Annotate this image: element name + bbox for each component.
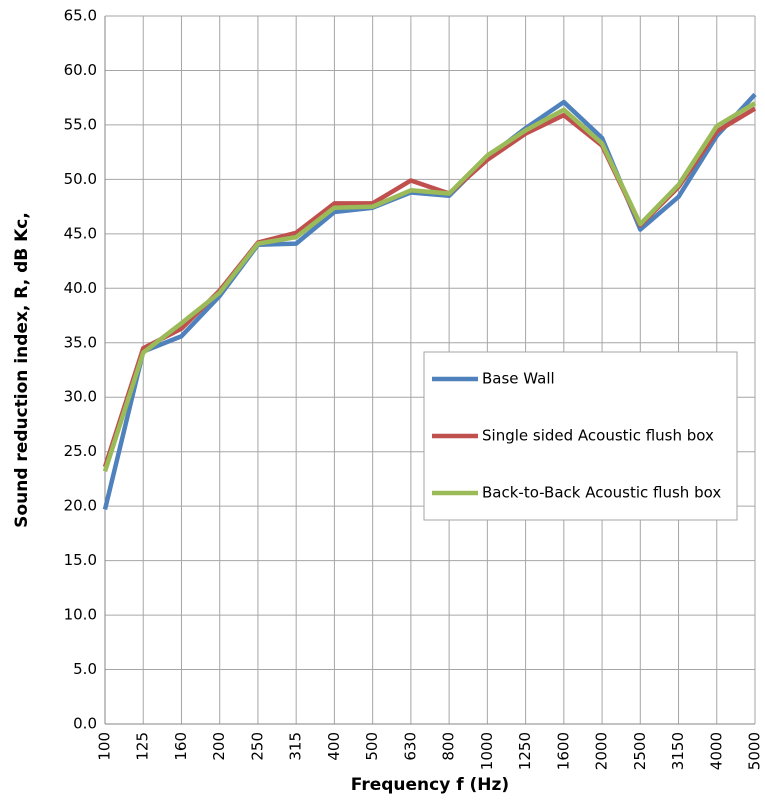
x-tick-label: 5000 [746, 732, 764, 770]
y-tick-label: 0.0 [73, 715, 97, 733]
x-tick-label: 1250 [516, 732, 534, 770]
legend-label: Back-to-Back Acoustic flush box [482, 484, 721, 502]
series-line [102, 101, 757, 472]
legend: Base Wall Single sided Acoustic flush box… [423, 351, 738, 521]
y-tick-label: 15.0 [64, 551, 97, 569]
y-tick-label: 50.0 [64, 170, 97, 188]
y-tick-label: 30.0 [64, 388, 97, 406]
x-tick-label: 125 [134, 732, 152, 761]
x-tick-label: 1600 [554, 732, 572, 770]
legend-label: Single sided Acoustic flush box [482, 427, 714, 445]
y-tick-label: 65.0 [64, 7, 97, 25]
x-tick-label: 400 [325, 732, 343, 761]
x-tick-label: 200 [210, 732, 228, 761]
x-tick-label: 160 [172, 732, 190, 761]
x-axis-title: Frequency f (Hz) [351, 775, 509, 795]
x-tick-label: 250 [248, 732, 266, 761]
y-tick-label: 60.0 [64, 61, 97, 79]
x-tick-label: 3150 [669, 732, 687, 770]
x-tick-label: 4000 [707, 732, 725, 770]
y-tick-label: 5.0 [73, 660, 97, 678]
y-tick-label: 40.0 [64, 279, 97, 297]
x-tick-label: 315 [287, 732, 305, 761]
y-tick-label: 20.0 [64, 497, 97, 515]
x-tick-label: 630 [401, 732, 419, 761]
y-tick-label: 35.0 [64, 333, 97, 351]
x-tick-label: 2000 [593, 732, 611, 770]
x-tick-label: 1000 [478, 732, 496, 770]
y-tick-label: 10.0 [64, 606, 97, 624]
x-tick-label: 500 [363, 732, 381, 761]
y-tick-label: 45.0 [64, 224, 97, 242]
x-tick-label: 2500 [631, 732, 649, 770]
x-tick-label: 800 [440, 732, 458, 761]
legend-label: Base Wall [482, 370, 555, 388]
x-tick-label: 100 [96, 732, 114, 761]
y-axis-title: Sound reduction index, R, dB Kc, [12, 212, 32, 528]
y-tick-label: 25.0 [64, 442, 97, 460]
y-tick-label: 55.0 [64, 115, 97, 133]
